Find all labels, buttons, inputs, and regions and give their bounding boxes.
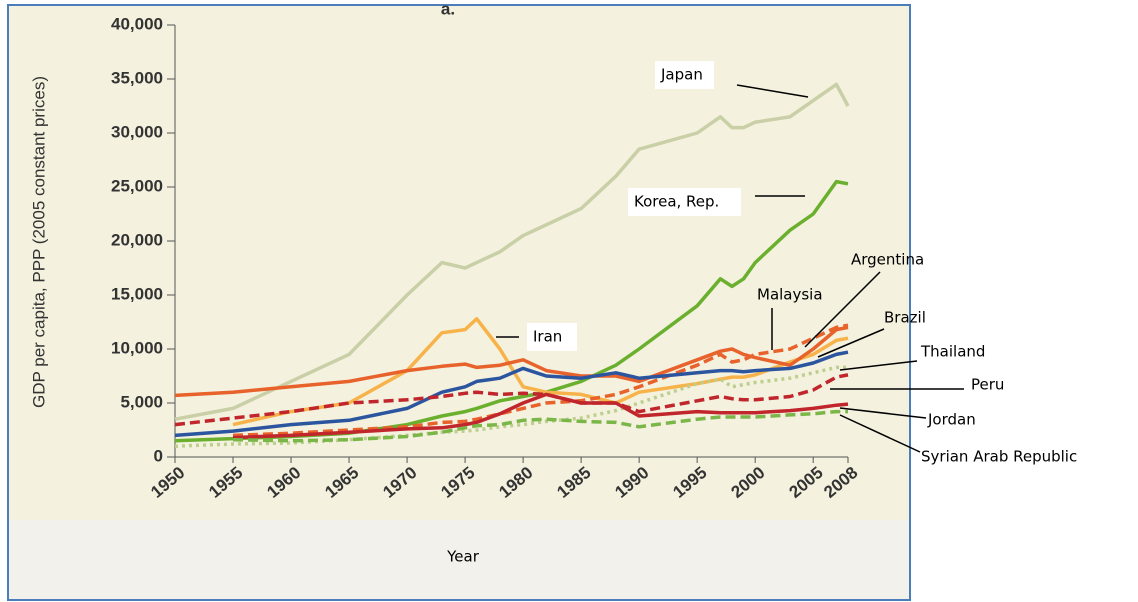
y-tick-label: 20,000 (111, 230, 163, 249)
y-tick-label: 10,000 (111, 338, 163, 357)
y-tick-label: 35,000 (111, 68, 163, 87)
series-label: Thailand (920, 343, 985, 361)
leader-line (736, 84, 809, 98)
leader-line (804, 271, 881, 348)
label-box (655, 61, 714, 89)
leader-line (839, 360, 918, 371)
leader-line (817, 328, 885, 358)
y-tick-label: 5,000 (120, 392, 163, 411)
y-tick-label: 40,000 (111, 14, 163, 33)
series-line (174, 325, 849, 398)
frame (7, 4, 911, 601)
series-label: Argentina (851, 251, 924, 269)
series-line (174, 82, 850, 421)
chart-title: a. (441, 0, 455, 18)
leader-line (839, 407, 927, 419)
leader-line (839, 414, 921, 453)
x-axis-label: Year (446, 548, 480, 566)
series-line (232, 323, 849, 438)
y-tick-label: 30,000 (111, 122, 163, 141)
label-box (527, 323, 577, 351)
series-label: Syrian Arab Republic (921, 448, 1077, 466)
y-tick-label: 25,000 (111, 176, 163, 195)
label-box (628, 188, 741, 216)
series-label: Korea, Rep. (634, 193, 719, 211)
y-tick-label: 0 (154, 446, 163, 465)
series-label: Peru (971, 376, 1004, 394)
series-line (174, 365, 848, 448)
series-line (232, 409, 848, 443)
footer-background (8, 520, 910, 600)
series-line (174, 350, 849, 438)
series-line (232, 392, 849, 440)
series-label: Malaysia (757, 286, 823, 304)
y-axis-label: GDP per capita, PPP (2005 constant price… (29, 76, 48, 408)
series-label: Brazil (884, 309, 926, 327)
series-label: Jordan (927, 411, 976, 429)
series-label: Japan (660, 66, 703, 84)
plot-background (8, 5, 910, 520)
series-label: Iran (533, 328, 562, 346)
y-tick-label: 15,000 (111, 284, 163, 303)
